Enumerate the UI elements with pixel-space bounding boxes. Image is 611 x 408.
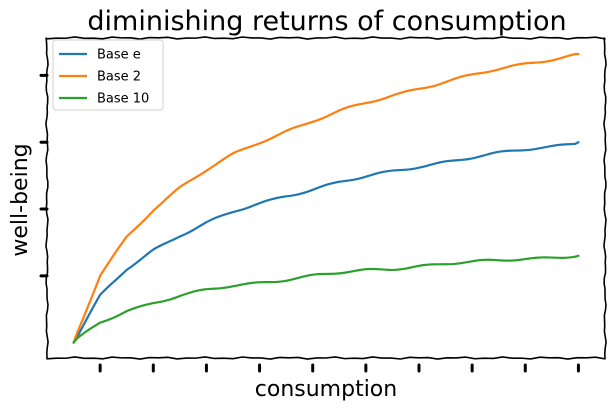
spine-right (603, 37, 607, 359)
legend-label-base-2: Base 2 (97, 70, 141, 85)
chart-title: diminishing returns of consumption (87, 6, 566, 37)
legend-label-base-e: Base e (97, 48, 141, 63)
series-line-base-10 (72, 254, 580, 344)
plot-frame (45, 36, 607, 360)
axis-ticks (39, 73, 580, 373)
series-line-base-e (72, 141, 580, 344)
legend-box (52, 39, 164, 111)
spine-top (46, 36, 606, 40)
spine-bottom (46, 356, 606, 360)
legend: Base e Base 2 Base 10 (52, 39, 164, 111)
series-line-base-2 (72, 52, 580, 344)
x-axis-label: consumption (255, 377, 397, 402)
spine-left (45, 37, 49, 359)
legend-label-base-10: Base 10 (97, 92, 149, 107)
y-axis-label: well-being (8, 143, 33, 256)
series-lines (72, 52, 580, 344)
